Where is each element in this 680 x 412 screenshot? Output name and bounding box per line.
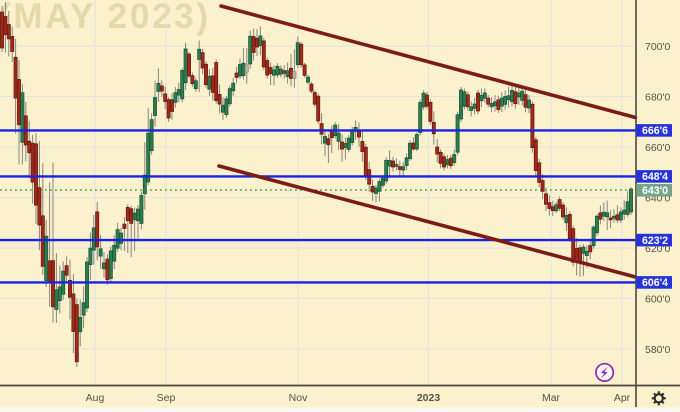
svg-text:623'2: 623'2 [642, 235, 668, 247]
svg-text:648'4: 648'4 [642, 171, 668, 183]
svg-text:Nov: Nov [289, 392, 308, 404]
svg-text:606'4: 606'4 [642, 277, 668, 289]
svg-text:Mar: Mar [542, 392, 561, 404]
svg-text:600'0: 600'0 [645, 293, 671, 305]
svg-text:580'0: 580'0 [645, 344, 671, 356]
svg-text:Aug: Aug [86, 392, 105, 404]
svg-text:660'0: 660'0 [645, 142, 671, 154]
svg-text:666'6: 666'6 [642, 125, 668, 137]
svg-text:643'0: 643'0 [642, 185, 668, 197]
svg-text:Sep: Sep [157, 392, 176, 404]
svg-text:680'0: 680'0 [645, 92, 671, 104]
svg-text:2023: 2023 [417, 392, 441, 404]
svg-text:(MAY 2023): (MAY 2023) [0, 0, 211, 36]
svg-text:700'0: 700'0 [645, 41, 671, 53]
svg-text:Apr: Apr [614, 392, 631, 404]
